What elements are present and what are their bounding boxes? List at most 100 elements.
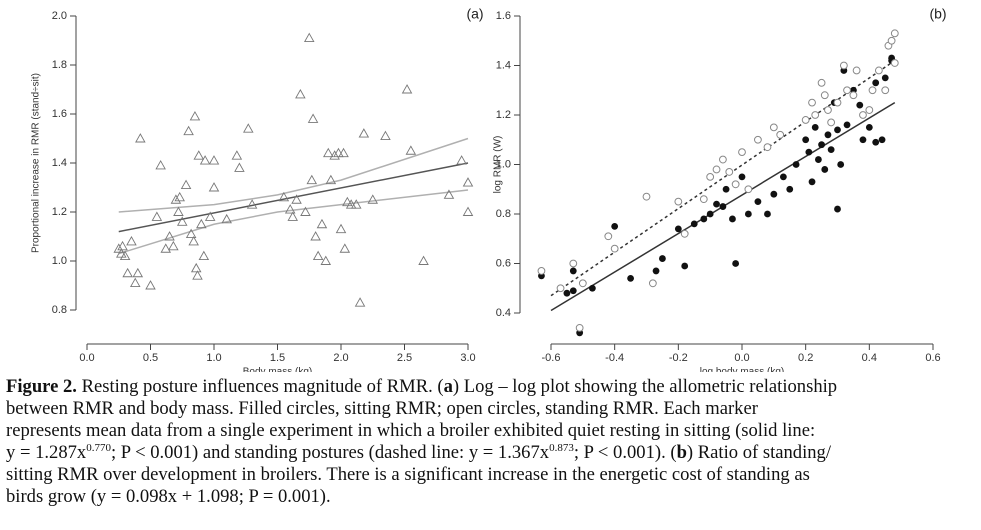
point — [738, 148, 746, 157]
point — [859, 136, 867, 144]
point — [770, 190, 778, 198]
point — [769, 123, 778, 132]
point — [754, 135, 762, 144]
point — [865, 123, 873, 131]
point — [155, 160, 166, 170]
point — [652, 267, 660, 275]
y-tick-label: 1.2 — [496, 109, 511, 121]
point — [725, 168, 734, 176]
point — [865, 106, 874, 114]
point — [786, 185, 794, 193]
point — [754, 198, 762, 206]
point — [443, 189, 455, 199]
caption-label: Figure 2. — [6, 376, 77, 397]
x-axis-label: log body mass (kg) — [700, 367, 784, 372]
point — [890, 59, 899, 67]
caption-text: ; P < 0.001) and standing postures (dash… — [110, 442, 550, 463]
y-tick-label: 1.0 — [496, 158, 511, 170]
point — [221, 213, 232, 224]
point — [872, 79, 880, 87]
point — [699, 195, 708, 204]
point — [350, 199, 362, 209]
point — [291, 194, 302, 204]
y-axis-label: Proportional increase in RMR (stand÷sit) — [31, 73, 42, 253]
point — [843, 86, 851, 95]
point — [234, 162, 245, 172]
point — [706, 210, 714, 218]
point — [307, 113, 319, 123]
point — [174, 191, 185, 202]
x-tick-label: 0.4 — [862, 352, 877, 364]
point — [808, 178, 816, 186]
caption-text: ; P < 0.001). ( — [573, 442, 677, 463]
point — [312, 250, 324, 261]
caption: Figure 2. Resting posture influences mag… — [6, 376, 981, 508]
point — [116, 248, 127, 258]
point — [575, 323, 584, 332]
point — [833, 98, 842, 107]
point — [731, 180, 740, 189]
point — [310, 231, 321, 241]
point — [358, 128, 370, 138]
caption-text: Resting posture influences magnitude of … — [76, 376, 444, 397]
point — [316, 218, 328, 229]
point — [610, 244, 619, 253]
x-tick-label: 1.0 — [206, 352, 221, 364]
point — [818, 141, 825, 149]
point — [300, 206, 311, 216]
x-axis-label: Body mass (kg) — [243, 367, 312, 372]
x-tick-label: 0.6 — [925, 352, 940, 364]
point — [160, 243, 172, 253]
point — [792, 161, 800, 168]
x-tick-label: -0.6 — [542, 352, 561, 364]
point — [151, 211, 163, 221]
caption-text: between RMR and body mass. Filled circle… — [6, 398, 758, 419]
y-tick-label: 0.8 — [52, 304, 67, 316]
point — [243, 123, 254, 133]
point — [339, 243, 351, 253]
point — [126, 235, 137, 246]
point — [333, 147, 344, 158]
y-tick-label: 1.2 — [52, 206, 67, 218]
point — [204, 211, 216, 221]
x-tick-label: 3.0 — [460, 352, 475, 364]
point — [325, 174, 337, 185]
point — [881, 74, 889, 82]
point — [113, 243, 125, 253]
point — [764, 210, 771, 218]
x-tick-label: 2.5 — [397, 352, 412, 364]
point — [820, 91, 829, 100]
caption-text: b — [676, 442, 687, 463]
y-tick-label: 1.6 — [52, 108, 67, 120]
fit-line — [118, 137, 469, 213]
caption-text: sitting RMR over development in broilers… — [6, 464, 810, 485]
y-tick-label: 1.0 — [52, 255, 67, 267]
point — [456, 155, 467, 165]
x-tick-label: 2.0 — [333, 352, 348, 364]
point — [335, 223, 347, 234]
point — [712, 165, 721, 174]
point — [808, 98, 816, 107]
point — [674, 197, 683, 206]
panel-label: (b) — [929, 6, 946, 22]
x-tick-label: -0.4 — [605, 352, 624, 364]
point — [674, 225, 682, 233]
x-tick-label: 0.5 — [143, 352, 158, 364]
point — [189, 111, 201, 121]
point — [874, 66, 883, 75]
fit-line — [118, 162, 469, 233]
point — [196, 218, 207, 229]
point — [129, 277, 141, 287]
point — [176, 216, 188, 226]
point — [713, 200, 720, 208]
point — [834, 126, 841, 134]
point — [556, 284, 565, 293]
figure: (a) 0.8 1.0 1.2 1.4 1.6 1.8 2.0 0.0 0.5 1.0 1.5 2.0 2… — [31, 6, 947, 372]
point — [588, 284, 596, 292]
y-tick-label: 1.8 — [52, 59, 67, 71]
point — [401, 84, 413, 94]
point — [323, 147, 334, 158]
point — [569, 267, 577, 275]
point — [642, 192, 651, 201]
point — [878, 136, 886, 144]
